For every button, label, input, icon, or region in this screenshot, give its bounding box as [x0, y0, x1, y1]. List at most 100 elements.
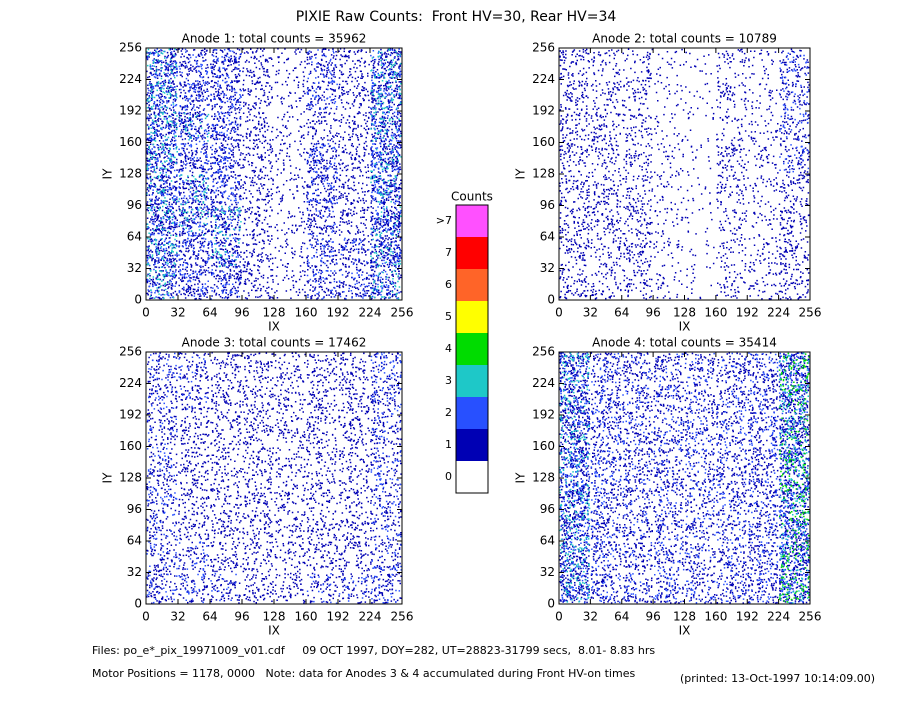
- x-tick-label: 96: [645, 306, 660, 320]
- heat-dots: [716, 446, 747, 478]
- heat-cell: [717, 541, 747, 573]
- heat-dots: [178, 48, 210, 79]
- heat-dots: [210, 237, 240, 268]
- colorbar-label: 7: [445, 246, 452, 259]
- heat-dots: [621, 415, 653, 447]
- heat-dots: [721, 352, 747, 384]
- heat-dots: [715, 478, 747, 507]
- x-tick-label: 64: [614, 306, 629, 320]
- x-axis-label: IX: [268, 320, 280, 334]
- heat-cell: [653, 237, 684, 267]
- heat-cell: [338, 478, 370, 510]
- heat-dots: [591, 541, 622, 573]
- heat-dots: [562, 352, 591, 383]
- heat-cell: [747, 415, 779, 447]
- footer-motor: Motor Positions = 1178, 0000 Note: data …: [92, 667, 635, 680]
- heat-dots: [591, 384, 622, 415]
- y-tick-label: 256: [532, 345, 555, 359]
- heat-dots: [306, 238, 338, 266]
- heat-dots: [146, 541, 178, 573]
- heat-cell: [716, 237, 747, 268]
- heat-dots: [178, 352, 210, 383]
- heat-dots: [274, 237, 306, 268]
- heat-dots: [371, 206, 402, 237]
- heat-cell: [716, 111, 747, 142]
- heat-cell: [654, 80, 685, 111]
- heat-dots: [146, 48, 178, 80]
- heat-dots: [654, 174, 685, 205]
- heat-dots: [210, 205, 242, 236]
- heat-dots: [622, 415, 653, 446]
- heat-cell: [747, 509, 779, 541]
- heat-dots: [338, 142, 370, 174]
- heat-cell: [338, 111, 370, 143]
- heat-cell: [338, 446, 370, 478]
- heat-cell: [559, 509, 591, 541]
- heat-dots: [306, 174, 338, 205]
- heat-cell: [622, 205, 653, 237]
- heat-cell: [778, 572, 810, 604]
- heat-dots: [715, 509, 747, 541]
- heat-dots: [778, 352, 810, 384]
- heat-cell: [684, 572, 716, 604]
- heat-dots: [778, 238, 810, 269]
- heat-cell: [338, 268, 370, 300]
- heat-dots: [654, 80, 685, 111]
- heat-cell: [210, 237, 242, 269]
- heat-dots: [748, 49, 777, 80]
- panel-title: Anode 3: total counts = 17462: [182, 336, 367, 350]
- heat-cell: [687, 144, 712, 173]
- heat-dots: [747, 415, 779, 447]
- heat-cell: [370, 352, 402, 384]
- heat-dots: [747, 143, 779, 174]
- heat-cell: [370, 237, 402, 269]
- heat-cell: [590, 205, 622, 237]
- heat-dots: [274, 270, 306, 299]
- y-tick-label: 256: [119, 345, 142, 359]
- heat-cell: [210, 383, 242, 415]
- heat-dots: [242, 237, 274, 269]
- heat-dots: [559, 80, 589, 111]
- heat-dots: [653, 509, 684, 541]
- x-axis-label: IX: [268, 624, 280, 638]
- y-tick-label: 64: [540, 534, 555, 548]
- heat-cell: [654, 207, 684, 237]
- heat-cell: [306, 352, 338, 384]
- heat-cell: [274, 541, 306, 573]
- heat-cell: [242, 79, 273, 111]
- heat-cell: [210, 478, 242, 509]
- y-tick-label: 160: [119, 439, 142, 453]
- heat-dots: [178, 79, 210, 111]
- heat-dots: [338, 352, 370, 384]
- heat-cell: [306, 268, 338, 300]
- heat-dots: [778, 268, 810, 300]
- heat-dots: [684, 415, 716, 447]
- heat-dots: [244, 478, 273, 509]
- heat-cell: [242, 111, 274, 143]
- heat-cell: [210, 268, 242, 300]
- heat-cell: [684, 111, 715, 142]
- heat-cell: [684, 541, 716, 573]
- heat-cell: [653, 478, 685, 510]
- heat-cell: [590, 509, 621, 541]
- heat-dots: [716, 572, 748, 602]
- page-title: PIXIE Raw Counts: Front HV=30, Rear HV=3…: [296, 9, 617, 25]
- heat-dots: [779, 142, 810, 173]
- heat-dots: [590, 573, 622, 604]
- heat-dots: [590, 478, 622, 509]
- heat-dots: [242, 446, 274, 478]
- heat-dots: [559, 383, 591, 414]
- heat-cell: [559, 205, 591, 237]
- heat-cell: [210, 48, 242, 80]
- heat-dots: [275, 174, 306, 205]
- y-tick-label: 160: [119, 135, 142, 149]
- heat-cell: [747, 447, 779, 478]
- heat-dots: [370, 174, 398, 203]
- heat-dots: [370, 205, 402, 236]
- heat-cell: [716, 269, 746, 299]
- heat-cell: [146, 237, 178, 269]
- heat-dots: [779, 48, 810, 79]
- heat-dots: [779, 111, 809, 140]
- heat-dots: [686, 268, 712, 300]
- heat-cell: [779, 415, 810, 447]
